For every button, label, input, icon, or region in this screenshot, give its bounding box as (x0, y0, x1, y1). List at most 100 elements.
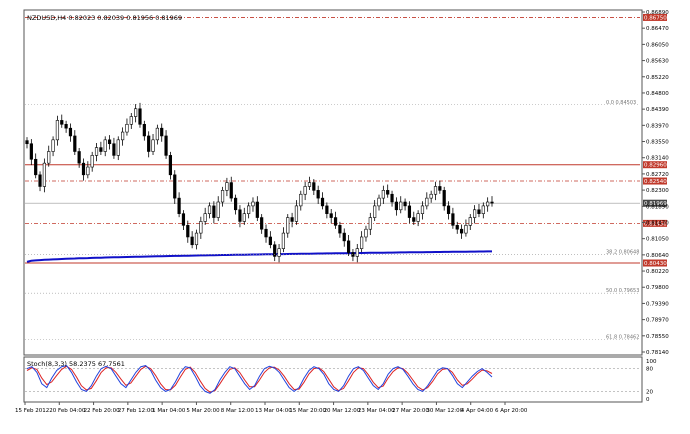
price-axis: 0.86890 0.86470 0.86050 0.85630 0.85220 0.848… (642, 10, 669, 356)
price-tick-label: 0.81050 (646, 237, 669, 243)
candle-body (199, 221, 203, 234)
candle-body (47, 151, 51, 164)
price-tick-label: 0.84390 (646, 107, 669, 113)
candle-body (55, 120, 60, 141)
candle-body (442, 190, 446, 207)
candle-body (277, 248, 281, 257)
candle-body (490, 201, 494, 204)
time-tick-label: 27 Mar 20:00 (392, 408, 429, 414)
candle-body (438, 186, 442, 191)
price-tick-label: 0.79390 (646, 301, 669, 307)
time-tick-label: 15 Feb 2012 (15, 408, 49, 414)
candle-body (138, 108, 142, 125)
candle-body (320, 197, 325, 207)
candle-body (177, 197, 181, 214)
candle-body (142, 123, 146, 137)
time-tick-label: 20 Feb 04:00 (49, 408, 86, 414)
time-tick-label: 15 Mar 20:00 (289, 408, 326, 414)
price-flag (643, 219, 667, 227)
stoch-main-line (26, 365, 493, 394)
candle-body (168, 155, 173, 176)
candle-body (346, 240, 351, 253)
candle-body (268, 236, 272, 246)
candle-body (242, 213, 246, 222)
price-flag-label: 0.81450 (644, 221, 667, 227)
candle-body (264, 228, 268, 238)
price-tick-label: 0.80220 (646, 269, 669, 275)
time-tick-label: 5 Mar 20:00 (186, 408, 220, 414)
candle-body (116, 139, 120, 156)
price-tick-label: 0.82300 (646, 188, 669, 194)
price-tick-label: 0.85630 (646, 59, 669, 65)
candle-body (164, 135, 168, 156)
price-tick-label: 0.85220 (646, 75, 669, 81)
price-flag (643, 13, 667, 21)
candle-body (212, 205, 216, 218)
candle-body (225, 182, 229, 191)
candle-body (312, 182, 316, 191)
fib-label: 0.0 0.84503 (606, 100, 636, 106)
candle-body (316, 190, 320, 199)
candle-body (381, 190, 385, 199)
candle-body (416, 213, 420, 222)
candle-body (273, 244, 277, 257)
price-tick-label: 0.80640 (646, 253, 669, 259)
price-panel[interactable] (23, 9, 643, 356)
candle-body (390, 193, 394, 203)
candle-body (386, 190, 390, 195)
price-flag (643, 177, 667, 185)
time-tick-label: 13 Mar 04:00 (255, 408, 292, 414)
candle-body (420, 205, 425, 214)
candle-body (34, 158, 38, 176)
candle-body (107, 139, 112, 145)
time-tick-label: 20 Mar 12:00 (324, 408, 361, 414)
time-tick-label: 27 Feb 12:00 (118, 408, 155, 414)
candle-body (294, 205, 299, 222)
candle-body (329, 213, 333, 218)
stochastic-panel[interactable] (23, 356, 643, 403)
candle-body (99, 147, 103, 152)
fib-label: 50.0 0.79653 (606, 288, 639, 294)
stoch-tick-label: 100 (646, 359, 657, 365)
candle-body (368, 217, 372, 230)
price-tick-label: 0.84800 (646, 91, 669, 97)
candle-body (94, 147, 99, 156)
candle-body (194, 232, 199, 246)
candle-body (373, 205, 377, 218)
candle-body (147, 135, 151, 152)
candle-body (190, 236, 194, 246)
candle-body (377, 197, 381, 207)
candle-body (134, 108, 138, 117)
candle-body (407, 205, 412, 218)
candle-body (342, 232, 346, 242)
candle-body (181, 213, 186, 226)
candle-body (486, 201, 490, 207)
price-tick-label: 0.83140 (646, 156, 669, 162)
price-flag (643, 259, 667, 267)
time-tick-label: 8 Mar 12:00 (221, 408, 255, 414)
fibonacci-labels: 0.0 0.84503 38.2 0.80648 50.0 0.79653 61.8 … (25, 100, 640, 340)
candle-body (38, 174, 42, 187)
price-tick-label: 0.86050 (646, 42, 669, 48)
candle-body (68, 127, 73, 137)
stoch-tick-label: 80 (646, 367, 653, 373)
candle-body (325, 205, 329, 214)
candle-body (203, 213, 207, 222)
symbol-info: NZDUSD,H4 0.82023 0.82039 0.81956 0.8196… (27, 14, 182, 22)
candle-body (86, 166, 90, 176)
candle-body (355, 248, 359, 257)
price-flag-label: 0.82540 (644, 179, 667, 185)
price-tick-label: 0.82720 (646, 172, 669, 178)
stoch-tick-label: 0 (646, 397, 650, 403)
candle-body (216, 201, 220, 218)
candle-body (90, 155, 94, 168)
candle-body (103, 139, 107, 152)
candle-body (286, 217, 290, 234)
candle-body (299, 193, 303, 207)
candle-body (247, 205, 251, 214)
candle-body (29, 143, 33, 160)
candle-body (429, 193, 433, 199)
